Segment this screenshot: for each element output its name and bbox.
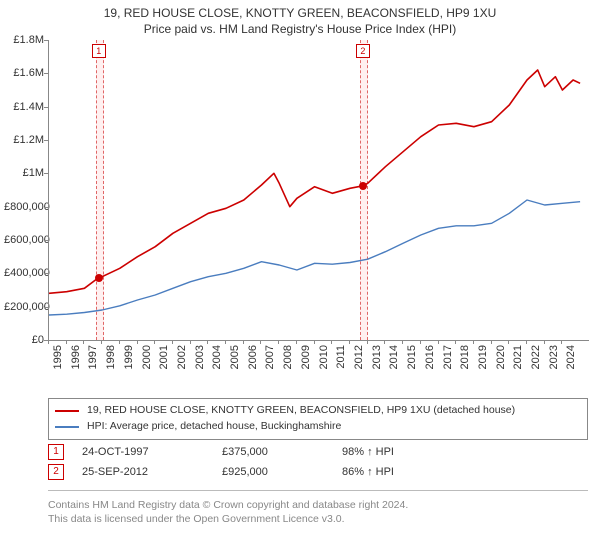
x-tick-label: 2006 [247, 345, 259, 369]
x-tick-label: 2015 [406, 345, 418, 369]
footer-rule [48, 490, 588, 491]
sale-pct-2: 86% ↑ HPI [342, 466, 502, 478]
x-tick-label: 2017 [442, 345, 454, 369]
x-tick-label: 2020 [495, 345, 507, 369]
sale-row-1: 1 24-OCT-1997 £375,000 98% ↑ HPI [48, 442, 588, 462]
x-tick-label: 2013 [371, 345, 383, 369]
y-tick-label: £400,000 [4, 267, 44, 279]
y-tick-label: £200,000 [4, 301, 44, 313]
y-tick-label: £1.6M [4, 67, 44, 79]
title-line-2: Price paid vs. HM Land Registry's House … [0, 22, 600, 38]
x-tick-label: 2005 [229, 345, 241, 369]
sale-pct-1: 98% ↑ HPI [342, 446, 502, 458]
x-tick-label: 2019 [477, 345, 489, 369]
sale-marker-box: 2 [356, 44, 370, 58]
x-tick-label: 2021 [512, 345, 524, 369]
sale-price-2: £925,000 [222, 466, 342, 478]
footer-text: Contains HM Land Registry data © Crown c… [48, 498, 588, 526]
sale-date-1: 24-OCT-1997 [82, 446, 222, 458]
figure-container: 19, RED HOUSE CLOSE, KNOTTY GREEN, BEACO… [0, 0, 600, 560]
x-tick-label: 1997 [87, 345, 99, 369]
sale-dot [359, 182, 367, 190]
x-tick-label: 2022 [530, 345, 542, 369]
x-tick-label: 1996 [70, 345, 82, 369]
x-tick-label: 2012 [353, 345, 365, 369]
sale-key-1: 1 [48, 444, 64, 460]
x-tick-label: 1998 [105, 345, 117, 369]
sale-date-2: 25-SEP-2012 [82, 466, 222, 478]
x-tick-label: 2011 [335, 345, 347, 369]
x-tick-label: 2002 [176, 345, 188, 369]
sale-row-2: 2 25-SEP-2012 £925,000 86% ↑ HPI [48, 462, 588, 482]
x-tick-label: 2024 [565, 345, 577, 369]
y-tick-label: £1.8M [4, 34, 44, 46]
sale-marker-box: 1 [92, 44, 106, 58]
x-tick-label: 2010 [318, 345, 330, 369]
sale-price-1: £375,000 [222, 446, 342, 458]
series-line-property [49, 70, 580, 293]
x-tick-label: 2003 [194, 345, 206, 369]
legend-label-hpi: HPI: Average price, detached house, Buck… [87, 419, 341, 435]
y-tick-label: £600,000 [4, 234, 44, 246]
x-tick-label: 1995 [52, 345, 64, 369]
plot-area: 12 [48, 40, 589, 341]
legend: 19, RED HOUSE CLOSE, KNOTTY GREEN, BEACO… [48, 398, 588, 440]
legend-row-property: 19, RED HOUSE CLOSE, KNOTTY GREEN, BEACO… [55, 403, 581, 419]
x-tick-label: 2001 [158, 345, 170, 369]
y-tick-label: £1.2M [4, 134, 44, 146]
y-tick-label: £1M [4, 167, 44, 179]
x-tick-label: 1999 [123, 345, 135, 369]
series-line-hpi [49, 200, 580, 315]
legend-swatch-property [55, 410, 79, 412]
title-block: 19, RED HOUSE CLOSE, KNOTTY GREEN, BEACO… [0, 0, 600, 37]
series-lines [49, 40, 589, 340]
sale-dot [95, 274, 103, 282]
title-line-1: 19, RED HOUSE CLOSE, KNOTTY GREEN, BEACO… [0, 6, 600, 22]
legend-row-hpi: HPI: Average price, detached house, Buck… [55, 419, 581, 435]
y-tick-label: £800,000 [4, 201, 44, 213]
y-tick-label: £1.4M [4, 101, 44, 113]
x-tick-label: 2009 [300, 345, 312, 369]
legend-label-property: 19, RED HOUSE CLOSE, KNOTTY GREEN, BEACO… [87, 403, 515, 419]
x-tick-label: 2023 [548, 345, 560, 369]
x-tick-label: 2008 [282, 345, 294, 369]
sale-key-2: 2 [48, 464, 64, 480]
y-tick-label: £0 [4, 334, 44, 346]
chart: £0 £200,000 £400,000 £600,000 £800,000 £1M £1.… [0, 40, 600, 400]
sales-table: 1 24-OCT-1997 £375,000 98% ↑ HPI 2 25-SE… [48, 442, 588, 482]
x-tick-label: 2018 [459, 345, 471, 369]
x-tick-label: 2004 [211, 345, 223, 369]
x-tick-label: 2000 [141, 345, 153, 369]
x-tick-label: 2014 [388, 345, 400, 369]
footer-line-1: Contains HM Land Registry data © Crown c… [48, 498, 588, 512]
footer-line-2: This data is licensed under the Open Gov… [48, 512, 588, 526]
legend-swatch-hpi [55, 426, 79, 428]
x-tick-label: 2016 [424, 345, 436, 369]
x-tick-label: 2007 [264, 345, 276, 369]
